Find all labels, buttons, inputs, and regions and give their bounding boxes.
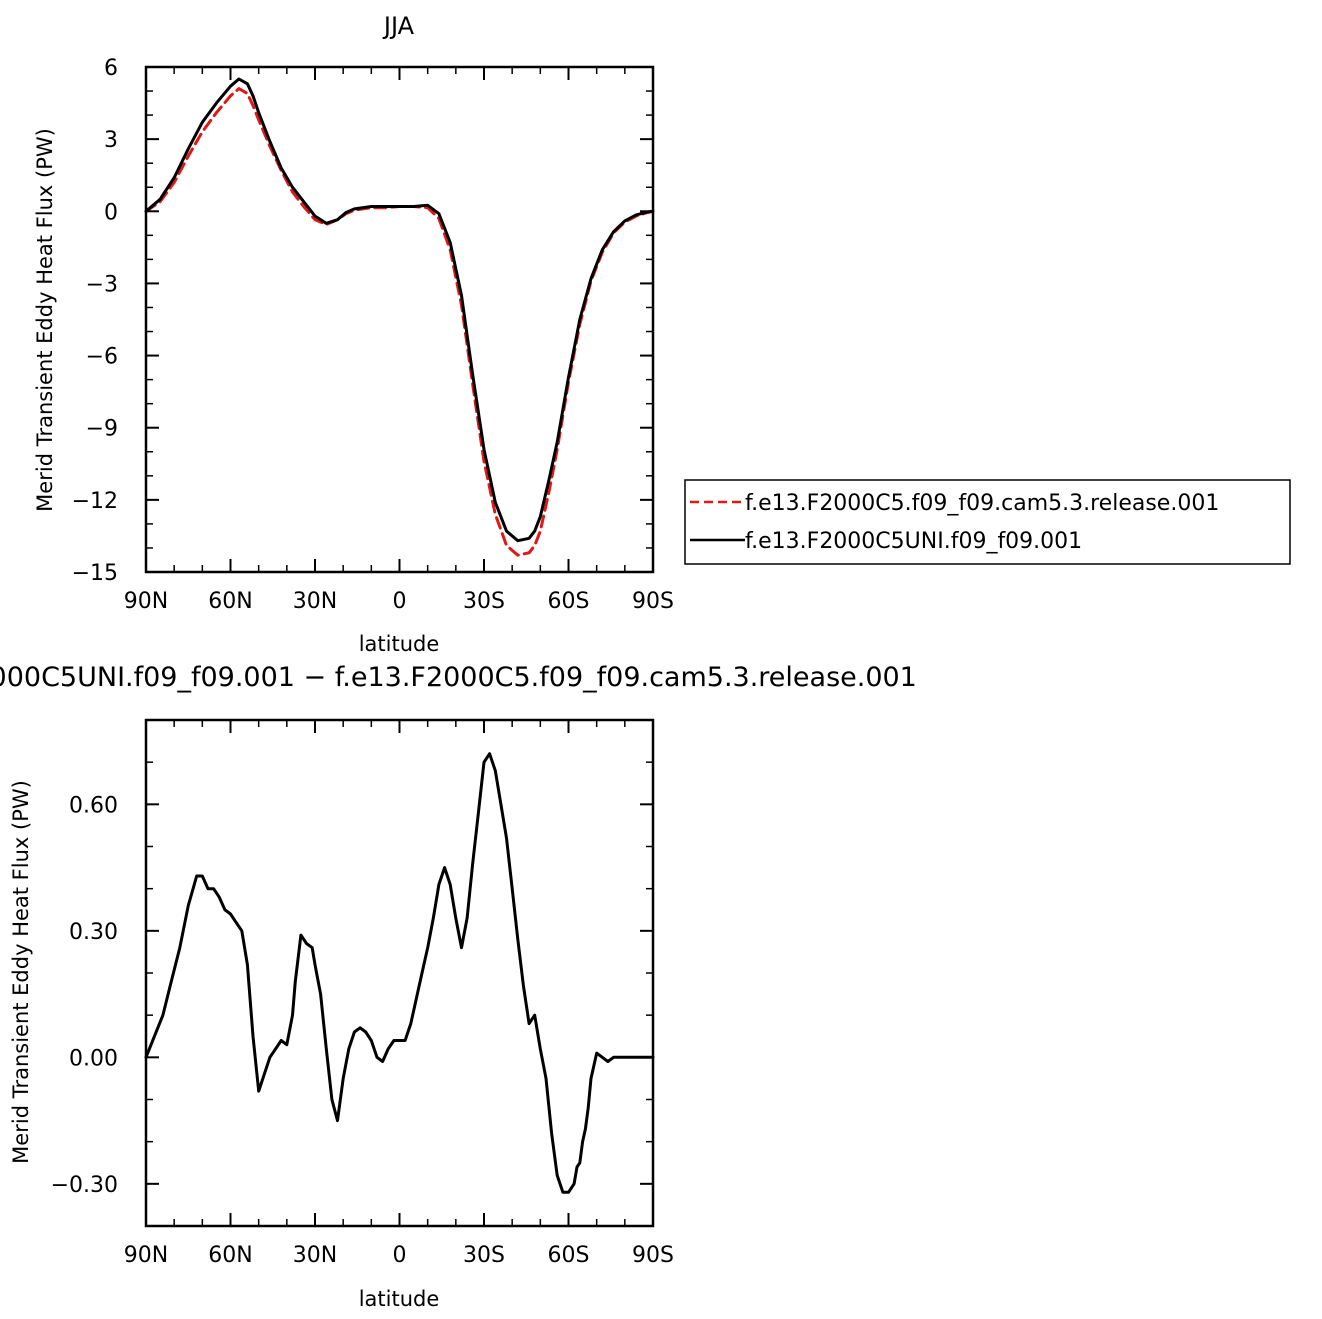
y-tick-label: −9 [86,417,118,442]
x-tick-label: 30S [463,1243,505,1268]
x-tick-label: 0 [393,1243,407,1268]
x-tick-label: 60N [208,589,252,614]
bottom-chart-title: f.e13.F2000C5UNI.f09_f09.001 − f.e13.F20… [0,662,917,693]
bottom-x-tick-labels: 90N 60N 30N 0 30S 60S 90S [124,1243,674,1268]
bottom-y-axis-label: Merid Transient Eddy Heat Flux (PW) [9,780,33,1164]
legend-box [684,479,1291,565]
y-tick-label: −12 [72,489,118,514]
legend: f.e13.F2000C5.f09_f09.cam5.3.release.001… [684,479,1291,565]
x-tick-label: 90N [124,1243,168,1268]
legend-label-series-1: f.e13.F2000C5.f09_f09.cam5.3.release.001 [745,491,1219,516]
x-tick-label: 30N [293,589,337,614]
x-tick-label: 60S [548,589,590,614]
top-ticks [145,66,654,573]
y-tick-label: −6 [86,345,118,370]
bottom-x-axis-label: latitude [359,1287,440,1311]
x-tick-label: 90S [632,589,674,614]
bottom-series-group [144,752,655,1194]
top-series-line-2 [144,77,655,543]
y-tick-label: −0.30 [51,1173,118,1198]
y-tick-label: 3 [104,128,118,153]
bottom-plot-frame [144,718,655,1228]
y-tick-label: 0.00 [69,1046,118,1071]
top-y-axis-label: Merid Transient Eddy Heat Flux (PW) [33,128,57,512]
y-tick-label: 6 [104,56,118,81]
y-tick-label: 0.60 [69,793,118,818]
x-tick-label: 90N [124,589,168,614]
top-y-tick-labels: 6 3 0 −3 −6 −9 −12 −15 [72,56,118,586]
top-series-group [144,77,655,557]
x-tick-label: 30S [463,589,505,614]
top-panel: JJA 630−3−6−9−12−15 90N 60N 30N 0 30S 60S 90S … [33,12,1291,656]
x-tick-label: 60S [548,1243,590,1268]
x-tick-label: 0 [393,589,407,614]
bottom-ticks [145,719,654,1227]
y-tick-label: −3 [86,272,118,297]
top-x-axis-label: latitude [359,632,440,656]
y-tick-label: −15 [72,561,118,586]
y-tick-label: 0.30 [69,920,118,945]
top-x-tick-labels: 90N 60N 30N 0 30S 60S 90S [124,589,674,614]
top-plot-frame [144,65,655,574]
x-tick-label: 60N [208,1243,252,1268]
legend-label-series-2: f.e13.F2000C5UNI.f09_f09.001 [745,529,1082,554]
top-series-line-1 [144,87,655,557]
x-tick-label: 90S [632,1243,674,1268]
bottom-panel: f.e13.F2000C5UNI.f09_f09.001 − f.e13.F20… [0,662,917,1311]
x-tick-label: 30N [293,1243,337,1268]
top-chart-title: JJA [382,12,415,40]
y-tick-label: 0 [104,200,118,225]
bottom-y-tick-labels: 0.60 0.30 0.00 −0.30 [51,793,118,1198]
bottom-series-line-1 [144,752,655,1194]
